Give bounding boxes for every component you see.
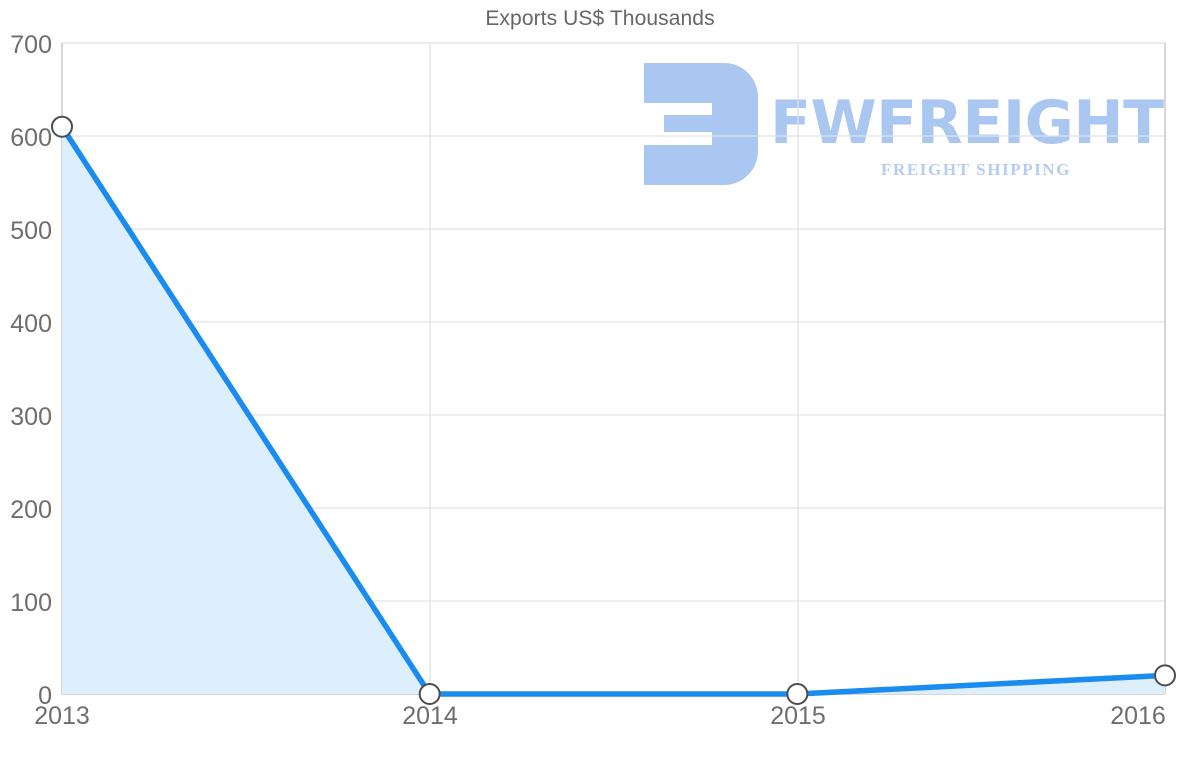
y-tick-label-700: 700: [10, 31, 52, 59]
y-tick-label-300: 300: [10, 403, 52, 431]
x-tick-label-2014: 2014: [402, 702, 458, 730]
series-line: [59, 123, 1168, 697]
chart-title: Exports US$ Thousands: [485, 7, 715, 30]
series-markers: [51, 115, 1176, 705]
data-point-2015[interactable]: [786, 683, 809, 705]
data-point-2013[interactable]: [51, 115, 73, 138]
y-tick-label-500: 500: [10, 217, 52, 245]
y-tick-label-600: 600: [10, 124, 52, 152]
x-tick-label-2015: 2015: [770, 702, 826, 730]
x-tick-label-2013: 2013: [34, 702, 90, 730]
series-area-fill: [62, 126, 1165, 694]
y-tick-label-400: 400: [10, 310, 52, 338]
y-tick-label-0: 0: [38, 682, 52, 710]
data-point-2016[interactable]: [1154, 664, 1176, 687]
y-tick-label-100: 100: [10, 589, 52, 617]
data-point-2014[interactable]: [418, 683, 441, 705]
x-tick-label-2016: 2016: [1110, 702, 1166, 730]
vertical-gridlines: [429, 43, 799, 694]
y-tick-label-200: 200: [10, 496, 52, 524]
